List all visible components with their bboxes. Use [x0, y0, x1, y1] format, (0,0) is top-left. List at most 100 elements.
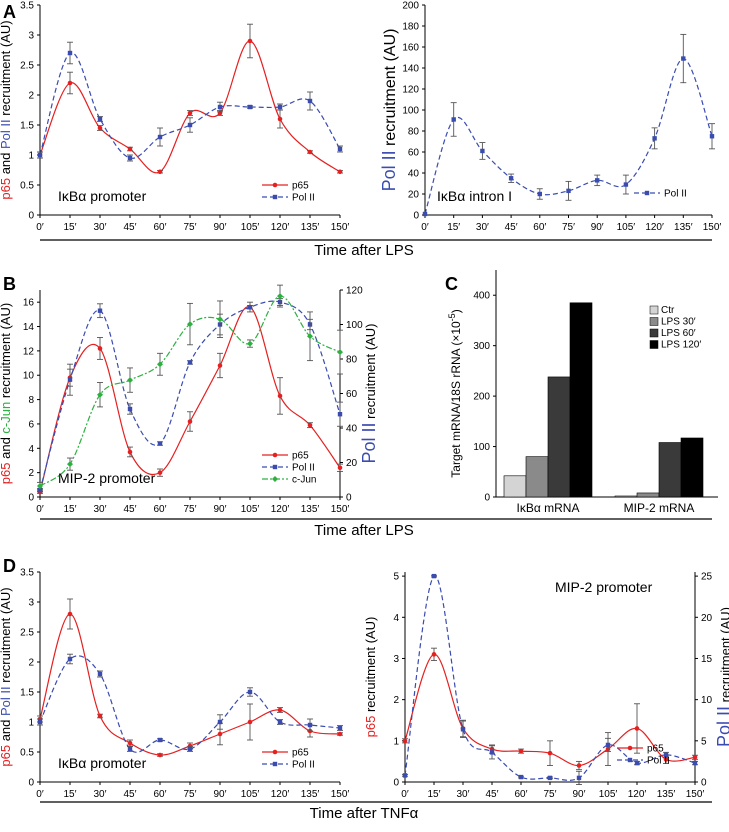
- x-tick-label: 30′: [94, 222, 107, 233]
- x-tick-label: 150′: [686, 789, 705, 800]
- legend-marker: [272, 761, 278, 767]
- data-point: [277, 707, 283, 713]
- x-tick-label: 120′: [271, 789, 290, 800]
- y-tick-label: 300: [473, 341, 490, 352]
- data-point: [480, 148, 485, 154]
- data-point: [217, 104, 223, 110]
- data-point: [307, 98, 313, 104]
- x-tick-label: 0′: [36, 222, 44, 233]
- ylabel-rest: recruitment (AU): [0, 587, 13, 686]
- y-tick-label: 0: [28, 493, 34, 504]
- data-point: [537, 191, 542, 197]
- data-point: [652, 136, 657, 141]
- chart-a1: 0 0.5 1 1.5 2 2.5 3 3.5 0′ 15′ 30′ 45′ 60′ 75′ 90′ 105′…: [0, 1, 349, 234]
- legend-label: Ctr: [661, 305, 675, 316]
- y-tick-label: 200: [402, 1, 419, 12]
- data-point: [307, 333, 313, 340]
- y-tick-label: 3.5: [20, 1, 34, 12]
- data-point: [127, 155, 133, 161]
- y-tick-right-label: 10: [701, 695, 713, 706]
- y-axis-label: Target mRNA/18S rRNA (×10-5): [447, 309, 463, 477]
- legend-label: Pol II: [647, 756, 670, 767]
- legend-swatch: [649, 328, 659, 338]
- legend-label: LPS 120′: [661, 340, 701, 351]
- y-tick-right-label: 100: [346, 320, 363, 331]
- legend-swatch: [649, 305, 659, 315]
- data-point: [431, 573, 437, 579]
- data-point: [663, 752, 669, 758]
- x-tick-label: 120′: [645, 222, 664, 233]
- ylabel-right-rest: recruitment (AU): [363, 324, 378, 423]
- data-point: [709, 134, 715, 139]
- chart-c: 0 100 200 300 400 Target mRNA/18S rRNA (×10-5…: [445, 270, 718, 515]
- x-tick-label: 15′: [428, 789, 441, 800]
- y-tick-label: 180: [402, 22, 419, 33]
- x-tick-label: 15′: [64, 789, 77, 800]
- data-point: [67, 80, 73, 86]
- data-point: [67, 656, 73, 662]
- x-tick-label: 150′: [703, 222, 722, 233]
- x-tick-label: 135′: [674, 222, 693, 233]
- y-tick-label: 80: [408, 127, 420, 138]
- data-point: [307, 722, 313, 728]
- data-point: [67, 377, 73, 382]
- ylabel-and: and: [0, 434, 13, 463]
- y-tick-label: 0: [393, 778, 399, 789]
- data-point: [518, 748, 524, 754]
- legend-label: p65: [292, 748, 309, 759]
- bar: [614, 495, 638, 498]
- data-point: [460, 727, 466, 732]
- data-point: [37, 483, 43, 490]
- data-point: [157, 752, 163, 758]
- x-tick-label: 60′: [154, 504, 167, 515]
- data-point: [277, 393, 283, 399]
- x-tick-label: 45′: [124, 222, 137, 233]
- data-point: [127, 146, 133, 152]
- data-point: [508, 176, 514, 181]
- data-point: [605, 742, 611, 748]
- y-tick-label: 6: [28, 419, 34, 430]
- legend-label: Pol II: [292, 193, 315, 204]
- x-tick-label: 30′: [457, 789, 470, 800]
- ylabel-right-pol: Pol II: [714, 706, 729, 747]
- y-tick-label: 2: [28, 468, 34, 479]
- chart-annotation: MIP-2 promoter: [58, 470, 156, 486]
- y-tick-right-label: 15: [701, 654, 713, 665]
- x-tick-label: 75′: [184, 504, 197, 515]
- x-tick-label: 105′: [617, 222, 636, 233]
- legend-label: p65: [292, 181, 309, 192]
- ylabel-pol: Pol II: [379, 150, 399, 191]
- legend-label: Pol II: [292, 760, 315, 771]
- bar: [547, 376, 571, 498]
- x-tick-label: 120′: [271, 222, 290, 233]
- y-tick-right-label: 80: [346, 355, 358, 366]
- data-point: [337, 146, 343, 152]
- y-tick-label: 1: [393, 736, 399, 747]
- y-tick-label: 160: [402, 43, 419, 54]
- data-point: [67, 611, 73, 617]
- data-point: [518, 774, 524, 780]
- data-point: [187, 110, 193, 116]
- data-point: [247, 104, 253, 110]
- data-point: [187, 419, 193, 424]
- data-point: [402, 738, 408, 744]
- x-tick-label: 0′: [36, 504, 44, 515]
- data-point: [247, 38, 253, 44]
- ylabel-and: and: [0, 149, 13, 178]
- y-tick-label: 100: [402, 106, 419, 117]
- series-line-p65: [39, 613, 341, 756]
- bar: [503, 475, 527, 498]
- y-axis-label: p65 and Pol II recruitment (AU): [0, 20, 13, 199]
- series-line-pol-ii: [39, 52, 341, 159]
- data-point: [217, 719, 223, 725]
- y-tick-label: 12: [23, 346, 35, 357]
- data-point: [97, 346, 103, 351]
- data-point: [337, 169, 343, 175]
- legend-marker: [272, 749, 278, 755]
- y-tick-right-label: 0: [701, 778, 707, 789]
- panel-letter: B: [3, 274, 16, 294]
- data-point: [127, 449, 133, 455]
- y-tick-label: 140: [402, 64, 419, 75]
- x-tick-label: 60′: [154, 789, 167, 800]
- y-axis-label: p65 recruitment (AU): [363, 617, 378, 738]
